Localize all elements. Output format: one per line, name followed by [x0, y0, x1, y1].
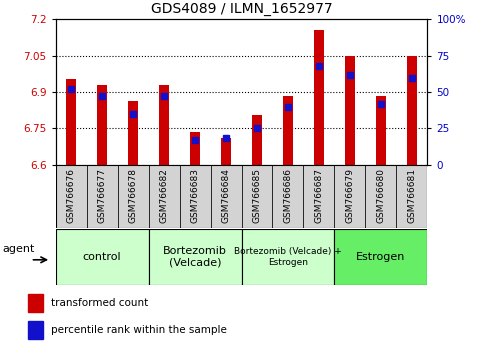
FancyBboxPatch shape — [242, 229, 334, 285]
Text: GSM766681: GSM766681 — [408, 169, 416, 223]
FancyBboxPatch shape — [272, 165, 303, 228]
FancyBboxPatch shape — [303, 165, 334, 228]
Text: GSM766683: GSM766683 — [190, 169, 199, 223]
FancyBboxPatch shape — [334, 165, 366, 228]
Text: GSM766680: GSM766680 — [376, 169, 385, 223]
Bar — [344, 56, 355, 165]
FancyBboxPatch shape — [334, 229, 427, 285]
Text: GSM766687: GSM766687 — [314, 169, 324, 223]
Text: GSM766686: GSM766686 — [284, 169, 293, 223]
Text: GSM766685: GSM766685 — [253, 169, 261, 223]
FancyBboxPatch shape — [56, 229, 149, 285]
Text: Estrogen: Estrogen — [356, 252, 406, 262]
Bar — [28, 321, 43, 339]
Bar — [252, 115, 262, 165]
Bar — [158, 85, 170, 165]
FancyBboxPatch shape — [149, 165, 180, 228]
Bar — [28, 294, 43, 312]
Bar — [376, 96, 386, 165]
Text: percentile rank within the sample: percentile rank within the sample — [51, 325, 227, 335]
FancyBboxPatch shape — [86, 165, 117, 228]
Text: GSM766679: GSM766679 — [345, 169, 355, 223]
Bar — [190, 132, 200, 165]
FancyBboxPatch shape — [366, 165, 397, 228]
Text: Bortezomib (Velcade) +
Estrogen: Bortezomib (Velcade) + Estrogen — [234, 247, 342, 267]
Text: GSM766682: GSM766682 — [159, 169, 169, 223]
Text: GSM766678: GSM766678 — [128, 169, 138, 223]
FancyBboxPatch shape — [242, 165, 272, 228]
Text: Bortezomib
(Velcade): Bortezomib (Velcade) — [163, 246, 227, 268]
Text: GSM766684: GSM766684 — [222, 169, 230, 223]
FancyBboxPatch shape — [180, 165, 211, 228]
FancyBboxPatch shape — [117, 165, 149, 228]
Text: GSM766677: GSM766677 — [98, 169, 107, 223]
Text: agent: agent — [3, 244, 35, 253]
Title: GDS4089 / ILMN_1652977: GDS4089 / ILMN_1652977 — [151, 2, 332, 16]
Bar — [97, 85, 107, 165]
Text: GSM766676: GSM766676 — [67, 169, 75, 223]
FancyBboxPatch shape — [56, 165, 86, 228]
Bar — [128, 101, 139, 165]
FancyBboxPatch shape — [397, 165, 427, 228]
FancyBboxPatch shape — [149, 229, 242, 285]
Text: transformed count: transformed count — [51, 298, 148, 308]
Bar — [313, 30, 325, 165]
Bar — [221, 138, 231, 165]
Bar — [66, 79, 76, 165]
Text: control: control — [83, 252, 121, 262]
Bar — [407, 56, 417, 165]
Bar — [283, 96, 293, 165]
FancyBboxPatch shape — [211, 165, 242, 228]
